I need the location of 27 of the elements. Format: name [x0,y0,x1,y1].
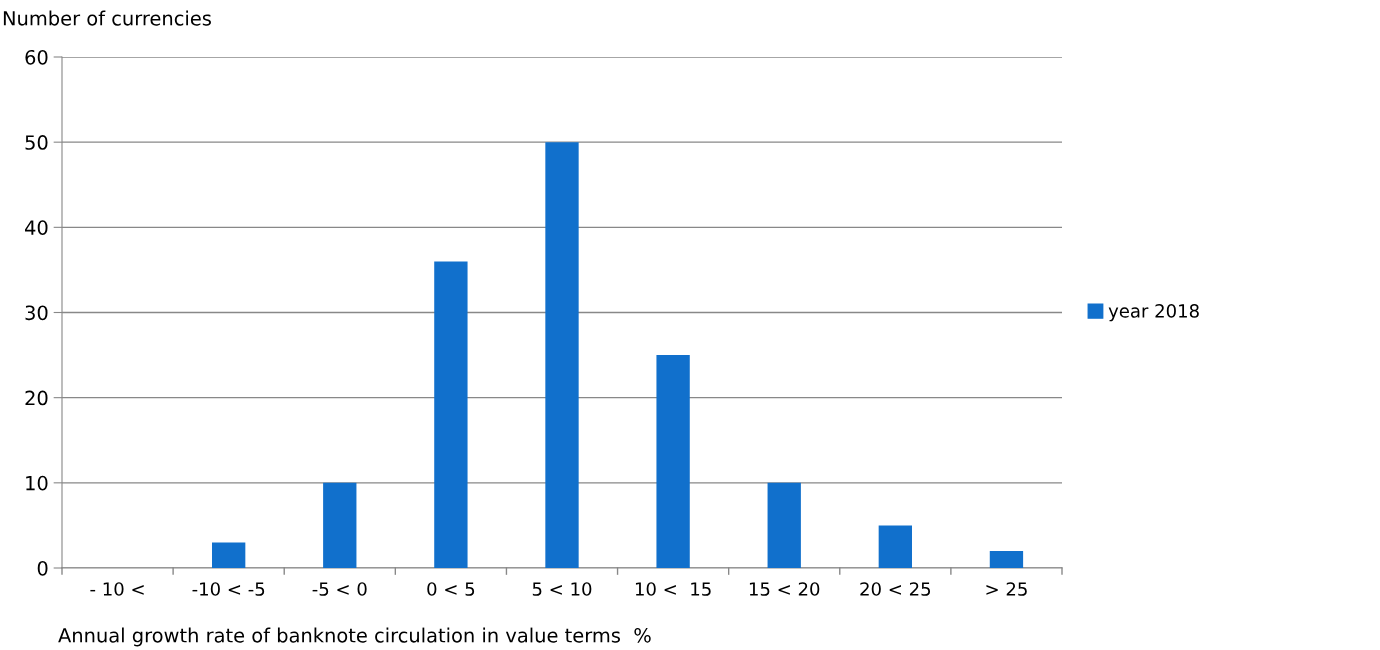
y-tick-label: 40 [25,220,48,235]
bar [212,542,246,568]
x-tick-label: 10 < 15 [635,582,711,596]
x-tick-label: 5 < 10 [532,582,592,596]
y-tick-label: 0 [37,560,48,576]
bar [323,482,357,568]
x-tick-label: 0 < 5 [427,582,475,596]
x-tick-label: - 10 < [90,582,144,596]
x-axis-title: Annual growth rate of banknote circulation in value terms % [58,627,651,647]
y-tick-label: 50 [25,135,48,150]
bar [434,261,468,568]
y-tick-label: 30 [25,305,48,321]
y-tick-label: 60 [25,49,48,65]
x-tick-label: 15 < 20 [749,582,820,596]
bar [656,355,690,568]
bar [878,525,912,568]
x-tick-label: -10 < -5 [192,582,265,596]
y-tick-label: 10 [26,475,48,491]
x-tick-label: 20 < 25 [860,582,931,596]
y-axis-title: Number of currencies [3,10,211,26]
y-tick-label: 20 [25,390,48,406]
x-tick-label: > 25 [986,582,1027,596]
x-tick-label: -5 < 0 [312,582,367,596]
legend-label: year 2018 [1108,304,1199,322]
bar [989,550,1024,568]
bar [545,142,579,568]
bar [767,482,801,568]
